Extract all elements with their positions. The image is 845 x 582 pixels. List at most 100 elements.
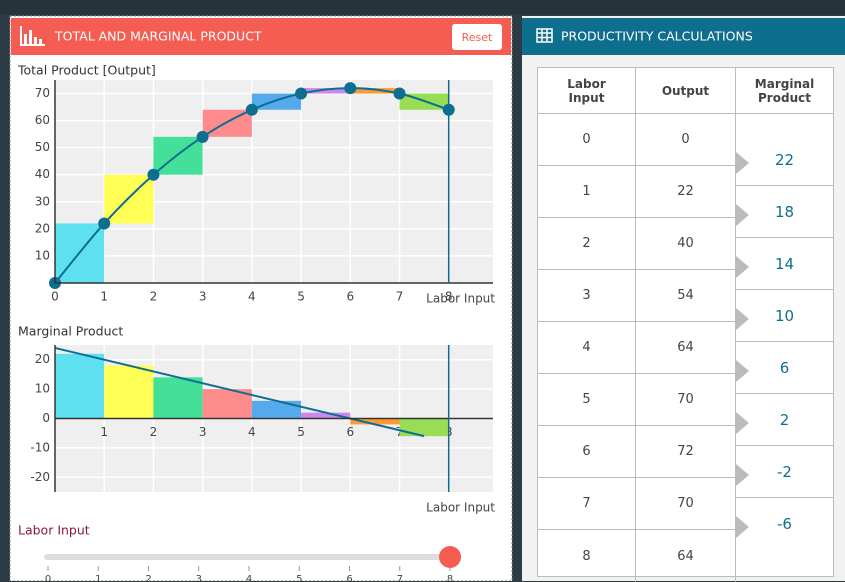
x-tick-label: 1 [100, 290, 108, 304]
slider-tick-label: 5 [296, 574, 302, 581]
point [393, 87, 406, 100]
slider-tick-label: 7 [397, 574, 403, 581]
right-header [522, 18, 845, 55]
step-rect [350, 88, 400, 94]
marginal-cell: 22 [736, 134, 833, 186]
slider-tick-label: 3 [196, 574, 202, 581]
chart-title: Marginal Product [18, 324, 123, 339]
bar [301, 412, 351, 419]
marginal-cell: 2 [736, 394, 833, 446]
x-tick-label: 3 [199, 290, 207, 304]
bar [251, 400, 302, 419]
point [245, 103, 258, 116]
logo [20, 26, 45, 46]
marginal-cell: 18 [736, 186, 833, 238]
labor-cell: 6 [538, 426, 636, 478]
slider-tick-label: 6 [346, 574, 352, 581]
output-cell: 70 [636, 374, 736, 426]
labor-cell: 8 [538, 530, 636, 582]
reset-label[interactable]: Reset [462, 31, 493, 44]
point [295, 87, 308, 100]
x-axis-label: Labor Input [426, 501, 495, 515]
bar [350, 418, 400, 425]
bar [153, 377, 203, 419]
labor-cell: 2 [538, 218, 636, 270]
y-tick-label: 30 [35, 194, 50, 208]
row-arrow [736, 152, 749, 174]
output-cell: 54 [636, 270, 736, 322]
slider-tick-label: 4 [246, 574, 252, 581]
x-tick-label: 4 [248, 290, 256, 304]
slider-tick-label: 2 [145, 574, 151, 581]
row-arrow [736, 464, 749, 486]
point [147, 168, 160, 181]
bar [55, 353, 105, 419]
x-tick-label: 6 [346, 290, 354, 304]
reset-button[interactable] [452, 24, 502, 50]
row-arrow [736, 308, 749, 330]
left-header [11, 18, 511, 55]
slider-tick-label: 8 [447, 574, 453, 581]
output-cell: 64 [636, 530, 736, 582]
slider-label: Labor Input [18, 523, 90, 538]
y-tick-label: 50 [35, 140, 50, 154]
row-arrow [736, 360, 749, 382]
column-header: Output [636, 68, 736, 114]
y-tick-label: -10 [30, 440, 50, 454]
labor-cell: 5 [538, 374, 636, 426]
step-rect [301, 88, 351, 94]
slider-tick-label: 1 [95, 574, 101, 581]
x-tick-label: 4 [248, 425, 256, 439]
output-cell: 22 [636, 166, 736, 218]
x-tick-label: 8 [445, 290, 453, 304]
panel-title: TOTAL AND MARGINAL PRODUCT [54, 29, 262, 44]
x-tick-label: 2 [150, 290, 158, 304]
slider-knob[interactable] [439, 546, 461, 568]
y-tick-label: 10 [35, 382, 50, 396]
row-arrow [736, 412, 749, 434]
y-tick-label: 70 [35, 86, 50, 100]
x-tick-label: 0 [51, 290, 59, 304]
productivity-table: Labor Input Output Marginal Product 0 0 1 22 2 4… [537, 67, 834, 582]
bar [399, 418, 449, 437]
y-tick-label: 60 [35, 113, 50, 127]
y-tick-label: 20 [35, 221, 50, 235]
row-arrow [736, 256, 749, 278]
chart-title: Total Product [Output] [17, 63, 156, 78]
output-cell: 70 [636, 478, 736, 530]
column-header: Labor Input [538, 68, 636, 114]
labor-cell: 3 [538, 270, 636, 322]
point [344, 82, 357, 95]
table-icon [536, 28, 553, 43]
marginal-cell: 10 [736, 290, 833, 342]
trend-line [54, 346, 425, 438]
top-bar [0, 0, 845, 14]
marginal-cell: 14 [736, 238, 833, 290]
marginal-cell: -6 [777, 515, 792, 533]
output-cell: 64 [636, 322, 736, 374]
y-tick-label: 0 [42, 411, 50, 425]
bar [104, 365, 154, 419]
row-arrow [736, 204, 749, 226]
x-tick-label: 7 [396, 290, 404, 304]
x-tick-label: 3 [199, 425, 207, 439]
x-tick-label: 2 [150, 425, 158, 439]
output-cell: 72 [636, 426, 736, 478]
x-tick-label: 5 [297, 290, 305, 304]
marginal-cell: 6 [736, 342, 833, 394]
point [98, 217, 111, 230]
y-tick-label: 10 [35, 248, 50, 262]
x-tick-label: 1 [100, 425, 108, 439]
y-tick-label: 20 [35, 352, 50, 366]
slider-track [44, 554, 454, 560]
x-tick-label: 6 [346, 425, 354, 439]
point [196, 130, 209, 143]
y-tick-label: -20 [30, 470, 50, 484]
slider-tick-label: 0 [45, 574, 51, 581]
labor-cell: 7 [538, 478, 636, 530]
labor-cell: 4 [538, 322, 636, 374]
x-tick-label: 5 [297, 425, 305, 439]
row-arrow [736, 516, 749, 538]
marginal-cell: -2 [736, 446, 833, 498]
